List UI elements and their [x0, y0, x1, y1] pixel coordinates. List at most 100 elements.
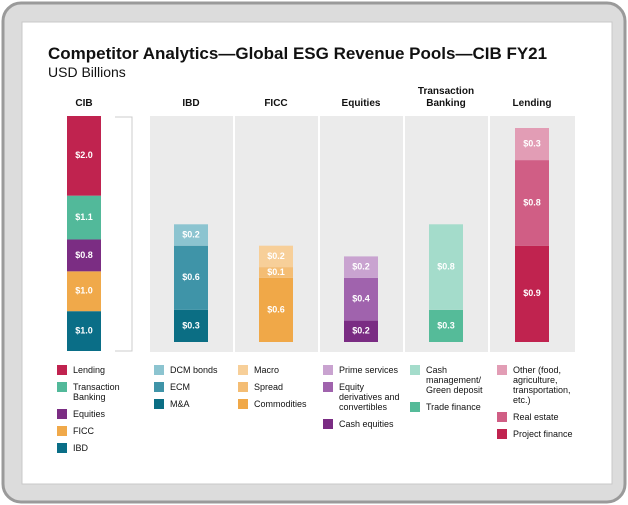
panel-title: Lending	[512, 98, 552, 109]
legend-item: FICC	[57, 426, 135, 436]
legend-item: ECM	[154, 382, 232, 392]
legend-item: Trade finance	[410, 402, 488, 412]
value-label: $0.9	[523, 288, 541, 298]
legend-item: Other (food, agriculture, transportation…	[497, 365, 575, 405]
legend-swatch	[497, 429, 507, 439]
panel-title: IBD	[182, 98, 200, 109]
legend-item: Prime services	[323, 365, 401, 375]
bar-segment	[515, 128, 549, 161]
legend-swatch	[323, 419, 333, 429]
bar-segment	[344, 320, 378, 342]
legend-label: Equities	[73, 409, 106, 419]
legend: Lending Transaction Banking Equities FICC IB…	[57, 365, 135, 453]
bar-segment	[344, 256, 378, 278]
legend-label: M&A	[170, 399, 190, 409]
legend-item: Lending	[57, 365, 135, 375]
legend-swatch	[154, 399, 164, 409]
legend: Macro Spread Commodities	[238, 365, 316, 409]
panel-title: Transaction Banking	[417, 86, 475, 109]
value-label: $0.6	[267, 304, 285, 314]
legend-label: FICC	[73, 426, 94, 436]
legend-label: IBD	[73, 443, 89, 453]
legend-label: Cash management/ Green deposit	[426, 365, 483, 395]
subtitle: USD Billions	[48, 64, 126, 80]
legend-item: Real estate	[497, 412, 575, 422]
legend-item: Equities	[57, 409, 135, 419]
bar-segment	[174, 224, 208, 246]
bar-segment	[67, 195, 101, 240]
value-label: $0.8	[437, 261, 455, 271]
panel-title: FICC	[264, 98, 288, 109]
bar-segment	[259, 245, 293, 268]
legend-label: Real estate	[513, 412, 559, 422]
legend-swatch	[323, 382, 333, 392]
bar-segment	[67, 271, 101, 312]
value-label: $1.0	[75, 325, 93, 335]
bar-segment	[174, 245, 208, 310]
legend-swatch	[410, 402, 420, 412]
value-label: $0.4	[352, 294, 370, 304]
bar-segment	[429, 309, 463, 342]
legend-item: Spread	[238, 382, 316, 392]
legend-swatch	[238, 382, 248, 392]
value-label: $0.2	[352, 326, 370, 336]
value-label: $0.3	[523, 138, 541, 148]
legend: Cash management/ Green deposit Trade fina…	[410, 365, 488, 412]
bar-segment	[515, 160, 549, 246]
value-label: $1.1	[75, 212, 93, 222]
legend-swatch	[497, 412, 507, 422]
bar-segment	[515, 245, 549, 342]
bar-segment	[429, 224, 463, 310]
bar-segment	[344, 277, 378, 321]
legend-swatch	[57, 382, 67, 392]
value-label: $0.3	[182, 320, 200, 330]
legend-item: DCM bonds	[154, 365, 232, 375]
legend-swatch	[410, 365, 420, 375]
legend-swatch	[57, 443, 67, 453]
legend-item: Cash management/ Green deposit	[410, 365, 488, 395]
legend-item: M&A	[154, 399, 232, 409]
panel-backgrounds	[150, 116, 575, 352]
value-label: $0.2	[352, 261, 370, 271]
bar-segment	[67, 116, 101, 196]
legend-item: IBD	[57, 443, 135, 453]
legend-label: Other (food, agriculture, transportation…	[513, 365, 571, 405]
legend-swatch	[57, 365, 67, 375]
value-label: $0.8	[75, 250, 93, 260]
value-label: $0.2	[267, 251, 285, 261]
legend-label: Trade finance	[426, 402, 481, 412]
legend-label: Spread	[254, 382, 284, 392]
value-label: $0.3	[437, 320, 455, 330]
bracket	[115, 116, 133, 352]
value-label: $2.0	[75, 150, 93, 160]
title: Competitor Analytics—Global ESG Revenue …	[48, 44, 548, 63]
value-label: $0.8	[523, 197, 541, 207]
panel-title: Equities	[341, 98, 381, 109]
legend-item: Project finance	[497, 429, 575, 439]
bar-segment	[67, 311, 101, 351]
legend-label: Commodities	[254, 399, 307, 409]
legend-item: Cash equities	[323, 419, 401, 429]
legend-label: DCM bonds	[170, 365, 218, 375]
legend-label: Macro	[254, 365, 280, 375]
legend: DCM bonds ECM M&A	[154, 365, 232, 409]
legend-label: Cash equities	[339, 419, 394, 429]
value-label: $0.1	[267, 267, 285, 277]
value-label: $0.6	[182, 272, 200, 282]
legend-swatch	[238, 365, 248, 375]
legend-item: Transaction Banking	[57, 382, 135, 402]
value-label: $0.2	[182, 229, 200, 239]
bar-segment	[174, 309, 208, 342]
value-label: $1.0	[75, 286, 93, 296]
legend-label: Lending	[73, 365, 106, 375]
legend-item: Macro	[238, 365, 316, 375]
bar-segment	[67, 239, 101, 272]
legend-swatch	[57, 426, 67, 436]
panel-title: CIB	[75, 98, 93, 109]
bar-segment	[259, 277, 293, 342]
legend-item: Commodities	[238, 399, 316, 409]
legend: Other (food, agriculture, transportation…	[497, 365, 575, 439]
legend-swatch	[323, 365, 333, 375]
legend-label: ECM	[170, 382, 190, 392]
